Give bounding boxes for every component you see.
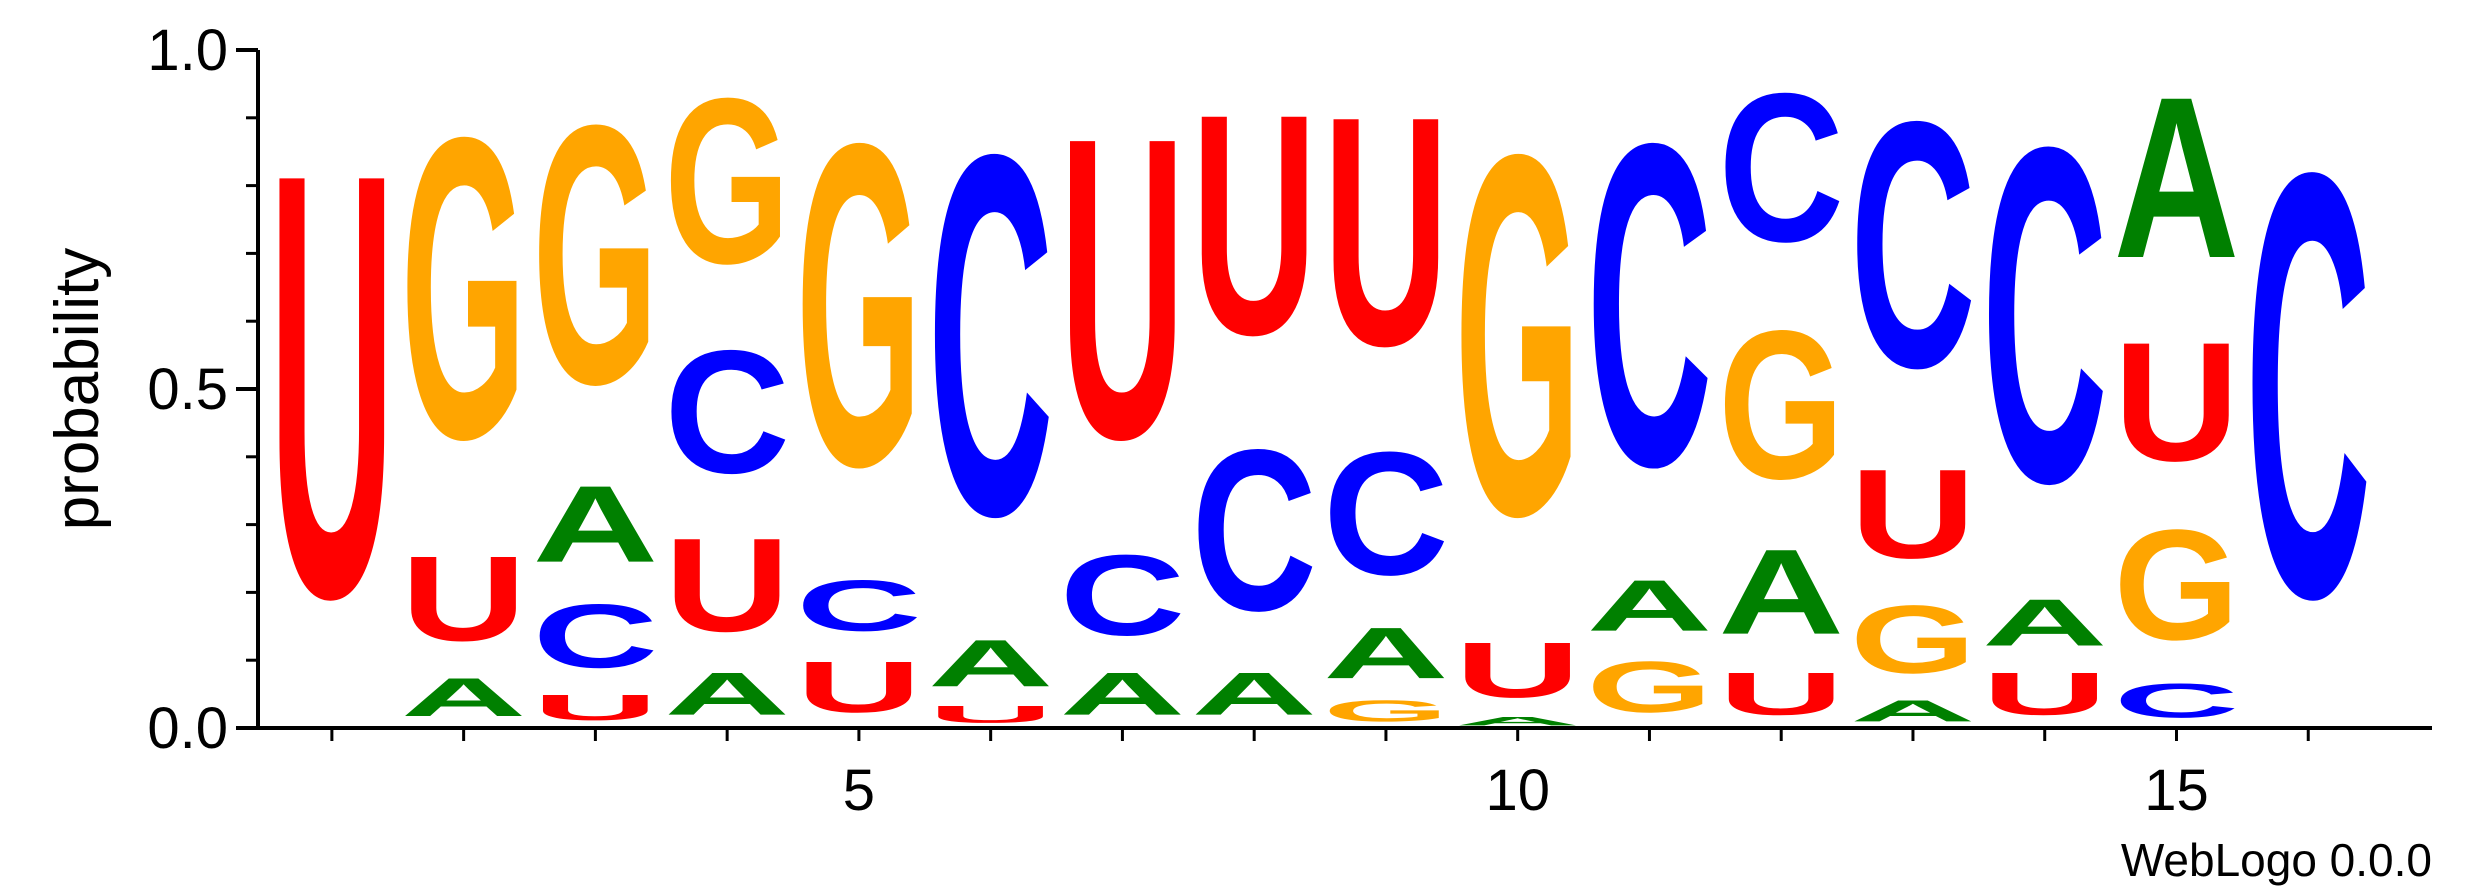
logo-letter-G-pos-12: G [1718,286,1844,523]
logo-letter-A-pos-3: A [533,463,659,585]
x-axis-ticks: 5 10 15 [332,728,2308,823]
logo-letter-G-pos-15: G [2114,497,2240,673]
logo-letter-C-pos-4: C [664,315,790,511]
logo-letter-U-pos-3: U [533,687,659,728]
logo-letter-A-pos-9: A [1323,613,1449,694]
logo-letter-C-pos-14: C [1982,49,2108,583]
logo-letter-A-pos-15: A [2114,50,2240,307]
logo-letter-stacks: U AUGUCAGAUCGUCGUACACUACUGACUAUGGACUAGCAG… [269,47,2371,728]
weblogo-footer: WebLogo 0.0.0 [2121,834,2432,886]
x-tick-label: 15 [2144,758,2209,823]
logo-letter-G-pos-10: G [1455,48,1581,623]
logo-letter-C-pos-5: C [796,565,922,646]
logo-letter-C-pos-11: C [1587,47,1713,562]
logo-letter-G-pos-11: G [1587,647,1713,728]
logo-letter-A-pos-13: A [1850,694,1976,728]
logo-letter-C-pos-7: C [1060,531,1186,660]
logo-letter-A-pos-12: A [1718,524,1844,660]
logo-letter-G-pos-4: G [664,49,790,313]
logo-letter-A-pos-14: A [1982,585,2108,659]
logo-letter-C-pos-16: C [2245,48,2371,723]
x-tick-label: 5 [843,758,875,823]
logo-letter-U-pos-2: U [401,531,527,667]
logo-letter-G-pos-3: G [533,49,659,461]
x-tick-label: 10 [1485,758,1550,823]
y-axis-label: probability [43,248,112,531]
y-tick-label: 0.0 [147,696,228,761]
logo-letter-U-pos-1: U [269,48,395,723]
logo-letter-U-pos-10: U [1455,626,1581,714]
logo-letter-A-pos-8: A [1191,660,1317,728]
logo-letter-C-pos-9: C [1323,416,1449,612]
logo-letter-C-pos-12: C [1718,49,1844,286]
logo-letter-C-pos-15: C [2114,674,2240,728]
logo-letter-G-pos-9: G [1323,694,1449,728]
logo-letter-C-pos-6: C [928,48,1054,623]
logo-letter-U-pos-7: U [1060,49,1186,529]
logo-letter-A-pos-7: A [1060,660,1186,728]
y-axis-ticks: 0.0 0.5 1.0 [147,18,258,761]
logo-letter-C-pos-3: C [533,586,659,687]
logo-letter-C-pos-8: C [1191,402,1317,659]
logo-letter-A-pos-10: A [1455,714,1581,728]
logo-letter-A-pos-2: A [401,667,527,728]
y-tick-label: 0.5 [147,357,228,422]
logo-letter-U-pos-15: U [2114,307,2240,496]
logo-letter-U-pos-13: U [1850,443,1976,585]
logo-letter-U-pos-6: U [928,701,1054,728]
y-tick-label: 1.0 [147,18,228,83]
logo-letter-U-pos-5: U [796,647,922,728]
logo-letter-U-pos-14: U [1982,660,2108,728]
logo-letter-A-pos-6: A [928,626,1054,700]
logo-letter-A-pos-11: A [1587,565,1713,646]
logo-letter-U-pos-12: U [1718,660,1844,728]
logo-letter-G-pos-5: G [796,49,922,563]
logo-letter-U-pos-4: U [664,511,790,660]
logo-letter-G-pos-13: G [1850,586,1976,694]
logo-letter-U-pos-9: U [1323,50,1449,414]
logo-letter-A-pos-4: A [664,660,790,728]
logo-letter-U-pos-8: U [1191,49,1317,400]
logo-letter-C-pos-13: C [1850,48,1976,441]
logo-letter-G-pos-2: G [401,48,527,528]
